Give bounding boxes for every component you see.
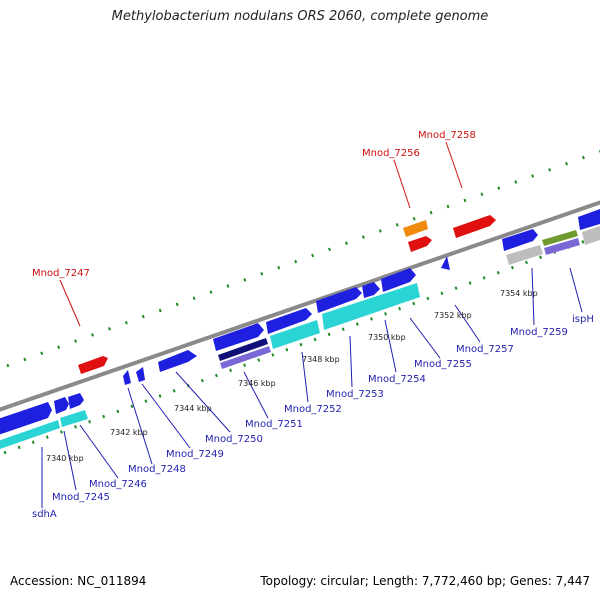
gene-label: sdhA <box>32 509 57 520</box>
gene-label: Mnod_7253 <box>326 389 384 400</box>
gene-mnod7256b-arrow <box>408 236 432 252</box>
leader-mnod7249 <box>141 383 191 449</box>
mnod7259-olive-bar <box>542 230 578 246</box>
gene-label: Mnod_7259 <box>510 327 568 338</box>
gene-mnod7246-arrow <box>68 393 84 409</box>
tick-label: 7352 kbp <box>434 311 472 320</box>
leader-mnod7253 <box>349 335 353 388</box>
leader-mnod7251 <box>243 371 269 419</box>
genome-backbone <box>0 200 600 412</box>
gene-mnod7259-arrow <box>502 229 538 251</box>
mnod7245-cds-bar <box>60 410 88 427</box>
leader-mnod7246 <box>79 424 119 479</box>
cds-bars <box>0 226 600 449</box>
gene-mnod7248-arrow <box>123 370 131 385</box>
accession-label: Accession: NC_011894 <box>10 574 147 588</box>
tick-label: 7340 kbp <box>46 454 84 463</box>
mnod7251-purple-bar <box>220 346 271 369</box>
leader-mnod7256 <box>393 159 411 209</box>
mnod7252-cds-bar <box>270 320 320 349</box>
leader-mnod7250 <box>175 371 231 433</box>
gene-mnod7256-arrow <box>403 220 428 237</box>
gene-mnod7258-arrow <box>453 215 496 238</box>
leader-isph <box>569 267 583 313</box>
leader-lines <box>41 141 583 508</box>
gene-label: Mnod_7245 <box>52 492 110 503</box>
tick-label: 7346 kbp <box>238 379 276 388</box>
gene-mnod7252-arrow <box>266 308 312 334</box>
gene-mnod7249-arrow <box>136 367 145 382</box>
gene-label: Mnod_7251 <box>245 419 303 430</box>
leader-mnod7252 <box>301 351 309 403</box>
gene-mnod7257-arrow <box>441 256 450 270</box>
tick-label: 7342 kbp <box>110 428 148 437</box>
mnod7253-cds-bar <box>322 283 420 330</box>
gene-mnod7245-arrow <box>54 397 69 414</box>
gene-label: Mnod_7248 <box>128 464 186 475</box>
gene-mnod7247-arrow <box>78 356 108 374</box>
gene-mnod7251-arrow <box>213 323 264 351</box>
leader-mnod7245 <box>63 430 77 491</box>
outer-tick-track <box>0 150 600 370</box>
gene-label: Mnod_7257 <box>456 344 514 355</box>
gene-sdha-arrow <box>0 402 52 435</box>
cds-genes <box>0 209 600 435</box>
leader-mnod7248 <box>127 387 153 465</box>
leader-mnod7254 <box>384 319 397 373</box>
gene-label: Mnod_7258 <box>418 130 476 141</box>
mnod7259-purple-bar <box>544 238 580 255</box>
gene-mnod7253-arrow <box>316 287 362 313</box>
leader-mnod7247 <box>59 279 81 327</box>
gene-label: Mnod_7249 <box>166 449 224 460</box>
gene-isph-arrow <box>578 209 600 230</box>
gene-label: Mnod_7250 <box>205 434 263 445</box>
tick-label: 7348 kbp <box>302 355 340 364</box>
gene-mnod7255-arrow <box>381 268 416 292</box>
gene-label: Mnod_7255 <box>414 359 472 370</box>
tick-label: 7354 kbp <box>500 289 538 298</box>
leader-mnod7259 <box>531 267 535 326</box>
leader-mnod7257 <box>454 304 481 343</box>
gene-label: Mnod_7252 <box>284 404 342 415</box>
gene-label: ispH <box>572 314 594 325</box>
leader-mnod7255 <box>409 317 441 359</box>
gene-mnod7254-arrow <box>362 282 380 298</box>
gene-label: Mnod_7256 <box>362 148 420 159</box>
tick-label: 7344 kbp <box>174 404 212 413</box>
genome-summary: Topology: circular; Length: 7,772,460 bp… <box>260 574 590 588</box>
sdha-cds-bar <box>0 420 60 449</box>
map-title: Methylobacterium nodulans ORS 2060, comp… <box>111 9 489 24</box>
rna-genes-top <box>78 215 496 374</box>
gene-mnod7250-arrow <box>158 350 197 372</box>
tick-label: 7350 kbp <box>368 333 406 342</box>
gene-label: Mnod_7246 <box>89 479 147 490</box>
isph-gray-bar <box>582 226 600 245</box>
gene-label: Mnod_7254 <box>368 374 426 385</box>
gene-label: Mnod_7247 <box>32 268 90 279</box>
mnod7259-gray-bar <box>506 245 543 265</box>
mnod7251-navy-bar <box>218 338 268 361</box>
leader-mnod7258 <box>445 141 463 189</box>
